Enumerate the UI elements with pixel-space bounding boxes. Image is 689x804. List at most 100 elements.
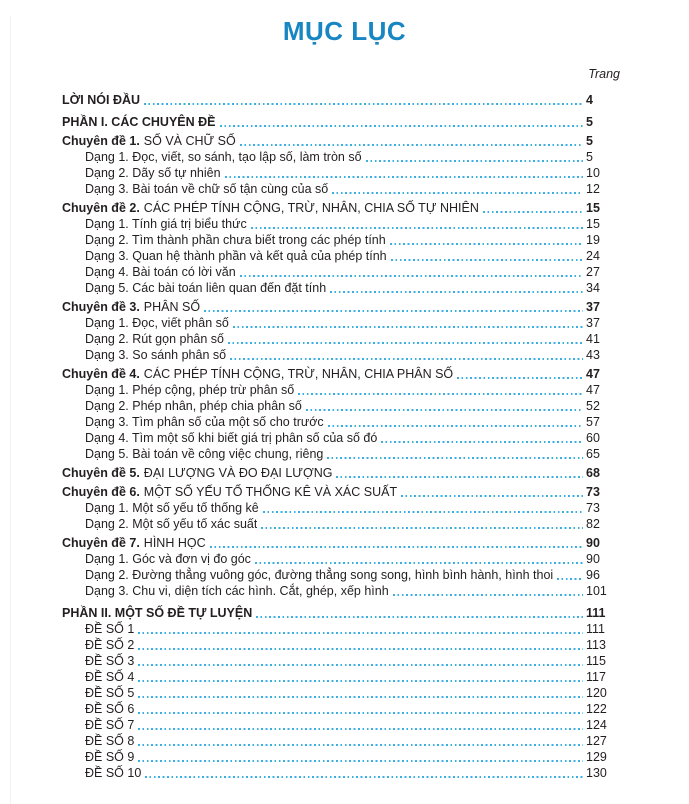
- dot-leader: [206, 535, 586, 551]
- toc-row: Dạng 2. Một số yếu tố xác suất 82: [62, 516, 620, 532]
- toc-page-number: 90: [586, 552, 600, 566]
- toc-row-de-so-2: ĐỀ SỐ 2 113: [62, 637, 620, 653]
- dot-leader: [134, 749, 586, 765]
- toc-row: Dạng 4. Tìm một số khi biết giá trị phân…: [62, 430, 620, 446]
- toc-entry-label: ĐỀ SỐ 4: [85, 670, 135, 684]
- dot-leader: [389, 583, 586, 599]
- toc-page-number: 10: [586, 166, 600, 180]
- toc-page-number: 96: [586, 568, 600, 582]
- dot-leader: [386, 232, 586, 248]
- toc-content: Trang LỜI NÓI ĐẦU 4 PHẦN I. CÁC CHUYÊN Đ…: [62, 67, 620, 781]
- toc-entry-label: Dạng 4. Bài toán có lời văn: [85, 265, 236, 279]
- chapter-number-label: Chuyên đề 5.: [62, 466, 140, 480]
- dot-leader: [259, 500, 586, 516]
- toc-entry-label: Dạng 3. Quan hệ thành phần và kết quả củ…: [85, 249, 387, 263]
- toc-page-number: 101: [586, 584, 607, 598]
- toc-page-number: 5: [586, 134, 593, 148]
- toc-row: Dạng 3. Quan hệ thành phần và kết quả củ…: [62, 248, 620, 264]
- toc-entry-label: Dạng 1. Một số yếu tố thống kê: [85, 501, 259, 515]
- toc-page-number: 113: [586, 638, 606, 652]
- dot-leader: [134, 701, 586, 717]
- toc-entry-label: HÌNH HỌC: [143, 536, 206, 550]
- toc-page-number: 37: [586, 316, 600, 330]
- dot-leader: [134, 717, 586, 733]
- toc-row: Dạng 2. Phép nhân, phép chia phân số 52: [62, 398, 620, 414]
- toc-entry-label: Dạng 3. Tìm phân số của một số cho trước: [85, 415, 324, 429]
- dot-leader: [294, 382, 586, 398]
- dot-leader: [323, 446, 586, 462]
- toc-page-number: 60: [586, 431, 600, 445]
- toc-page-number: 68: [586, 466, 600, 480]
- toc-row-de-so-10: ĐỀ SỐ 10 130: [62, 765, 620, 781]
- toc-row-chapter-1: Chuyên đề 1. SỐ VÀ CHỮ SỐ 5: [62, 133, 620, 149]
- toc-entry-label: Dạng 2. Tìm thành phần chưa biết trong c…: [85, 233, 386, 247]
- toc-row-de-so-3: ĐỀ SỐ 3 115: [62, 653, 620, 669]
- toc-row: Dạng 4. Bài toán có lời văn 27: [62, 264, 620, 280]
- toc-entry-label: ĐỀ SỐ 6: [85, 702, 135, 716]
- toc-row: Dạng 5. Bài toán về công việc chung, riê…: [62, 446, 620, 462]
- toc-entry-label: Dạng 1. Đọc, viết phân số: [85, 316, 229, 330]
- toc-entry-label: SỐ VÀ CHỮ SỐ: [143, 134, 236, 148]
- toc-page-number: 122: [586, 702, 607, 716]
- toc-entry-label: ĐỀ SỐ 9: [85, 750, 135, 764]
- toc-entry-label: CÁC PHÉP TÍNH CỘNG, TRỪ, NHÂN, CHIA SỐ T…: [143, 201, 479, 215]
- dot-leader: [134, 637, 586, 653]
- toc-entry-label: Dạng 2. Rút gọn phân số: [85, 332, 224, 346]
- dot-leader: [216, 114, 587, 130]
- toc-entry-label: Dạng 2. Đường thẳng vuông góc, đường thẳ…: [85, 568, 554, 582]
- dot-leader: [221, 165, 586, 181]
- dot-leader: [140, 92, 586, 108]
- toc-page-number: 24: [586, 249, 600, 263]
- page-scan-edge: [10, 16, 11, 804]
- dot-leader: [397, 484, 586, 500]
- chapter-number-label: Chuyên đề 6.: [62, 485, 140, 499]
- dot-leader: [553, 567, 586, 583]
- toc-entry-label: ĐỀ SỐ 3: [85, 654, 135, 668]
- dot-leader: [134, 621, 586, 637]
- toc-row-chapter-7: Chuyên đề 7. HÌNH HỌC 90: [62, 535, 620, 551]
- toc-entry-label: Dạng 4. Tìm một số khi biết giá trị phân…: [85, 431, 378, 445]
- chapter-number-label: Chuyên đề 3.: [62, 300, 140, 314]
- toc-row: Dạng 1. Phép cộng, phép trừ phân số 47: [62, 382, 620, 398]
- dot-leader: [324, 414, 586, 430]
- toc-page-number: 37: [586, 300, 600, 314]
- toc-page-number: 111: [586, 622, 606, 636]
- dot-leader: [236, 264, 586, 280]
- chapter-number-label: Chuyên đề 2.: [62, 201, 140, 215]
- toc-page-number: 90: [586, 536, 600, 550]
- toc-row: Dạng 3. So sánh phân số 43: [62, 347, 620, 363]
- toc-row-de-so-9: ĐỀ SỐ 9 129: [62, 749, 620, 765]
- toc-page-number: 12: [586, 182, 600, 196]
- dot-leader: [453, 366, 586, 382]
- dot-leader: [332, 465, 586, 481]
- toc-page-number: 111: [586, 606, 606, 620]
- toc-row: Dạng 1. Tính giá trị biểu thức 15: [62, 216, 620, 232]
- dot-leader: [134, 685, 586, 701]
- toc-entry-label: ĐỀ SỐ 2: [85, 638, 135, 652]
- dot-leader: [251, 551, 586, 567]
- toc-page-number: 124: [586, 718, 607, 732]
- page-column-header: Trang: [588, 67, 620, 81]
- toc-row-de-so-4: ĐỀ SỐ 4 117: [62, 669, 620, 685]
- toc-page-number: 34: [586, 281, 600, 295]
- dot-leader: [362, 149, 586, 165]
- toc-page-number: 19: [586, 233, 600, 247]
- toc-row: Dạng 2. Tìm thành phần chưa biết trong c…: [62, 232, 620, 248]
- toc-row: Dạng 1. Đọc, viết phân số 37: [62, 315, 620, 331]
- dot-leader: [134, 669, 586, 685]
- toc-row: Dạng 1. Đọc, viết, so sánh, tạo lập số, …: [62, 149, 620, 165]
- dot-leader: [326, 280, 586, 296]
- toc-page-number: 4: [586, 93, 593, 107]
- toc-page-number: 47: [586, 367, 600, 381]
- dot-leader: [252, 605, 586, 621]
- toc-page-number: 120: [586, 686, 607, 700]
- toc-entry-label: ĐỀ SỐ 1: [85, 622, 135, 636]
- toc-page-number: 129: [586, 750, 607, 764]
- dot-leader: [229, 315, 586, 331]
- toc-entry-label: Dạng 1. Đọc, viết, so sánh, tạo lập số, …: [85, 150, 362, 164]
- toc-row: Dạng 3. Bài toán về chữ số tận cùng của …: [62, 181, 620, 197]
- toc-row-part-1: PHẦN I. CÁC CHUYÊN ĐỀ 5: [62, 114, 620, 130]
- toc-row: Dạng 1. Một số yếu tố thống kê 73: [62, 500, 620, 516]
- toc-row-chapter-6: Chuyên đề 6. MỘT SỐ YẾU TỐ THỐNG KÊ VÀ X…: [62, 484, 620, 500]
- toc-page-number: 73: [586, 485, 600, 499]
